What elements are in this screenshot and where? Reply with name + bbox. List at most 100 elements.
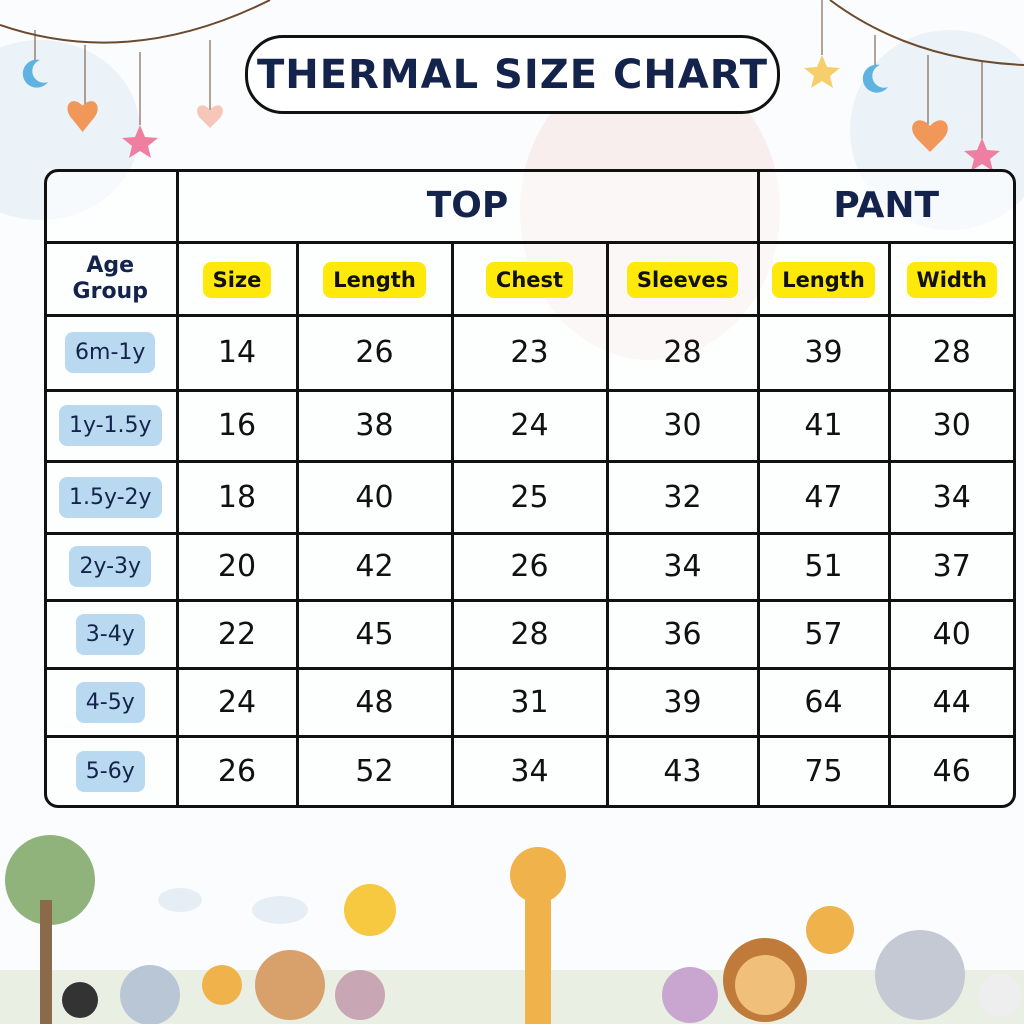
value: 34 (932, 479, 971, 515)
value: 23 (510, 335, 549, 370)
size-cell: 20 (175, 531, 299, 602)
value: 38 (355, 408, 394, 443)
value: 42 (355, 549, 394, 584)
age-pill: 2y-3y (69, 546, 152, 587)
column-header: Chest (450, 240, 609, 317)
age-group-cell: 1y-1.5y (45, 388, 179, 463)
age-pill: 6m-1y (65, 332, 156, 373)
pant-length-cell: 41 (756, 388, 891, 463)
age-group-cell: 1.5y-2y (45, 459, 179, 535)
chest-cell: 28 (450, 598, 609, 670)
pant-width-cell: 28 (887, 313, 1013, 392)
chest-cell: 34 (450, 734, 609, 805)
top-length-cell: 52 (295, 734, 454, 805)
value: 46 (932, 753, 971, 789)
header-pill-size: Size (202, 261, 272, 298)
table-row: 4-5y 24 48 31 39 64 44 (45, 666, 1013, 738)
value: 26 (217, 753, 257, 789)
pant-length-cell: 51 (756, 531, 891, 602)
top-length-cell: 42 (295, 531, 454, 602)
age-pill: 1y-1.5y (58, 405, 162, 446)
value: 22 (217, 616, 257, 652)
table-row: 2y-3y 20 42 26 34 51 37 (45, 531, 1013, 602)
sleeves-cell: 30 (605, 388, 760, 463)
value: 30 (663, 408, 702, 443)
value: 14 (217, 335, 257, 370)
age-group-cell: 4-5y (45, 666, 179, 738)
value: 47 (804, 479, 843, 515)
group-header-pant: PANT (756, 170, 1013, 244)
value: 24 (510, 408, 549, 443)
table-row: 5-6y 26 52 34 43 75 46 (45, 734, 1013, 805)
value: 44 (932, 684, 971, 720)
age-group-cell: 5-6y (45, 734, 179, 805)
value: 36 (663, 616, 702, 652)
value: 75 (804, 753, 843, 789)
page-title: THERMAL SIZE CHART (245, 35, 780, 114)
column-header: Length (295, 240, 454, 317)
table-row: 1.5y-2y 18 40 25 32 47 34 (45, 459, 1013, 535)
size-cell: 18 (175, 459, 299, 535)
value: 39 (804, 335, 843, 370)
value: 34 (510, 753, 549, 789)
age-pill: 4-5y (75, 681, 145, 723)
sleeves-cell: 39 (605, 666, 760, 738)
value: 48 (355, 684, 394, 720)
pant-length-cell: 75 (756, 734, 891, 805)
size-cell: 26 (175, 734, 299, 805)
size-cell: 24 (175, 666, 299, 738)
size-cell: 22 (175, 598, 299, 670)
sleeves-cell: 34 (605, 531, 760, 602)
value: 52 (355, 753, 394, 789)
top-length-cell: 45 (295, 598, 454, 670)
chest-cell: 26 (450, 531, 609, 602)
corner-cell (45, 170, 179, 244)
age-header-line: Group (72, 278, 148, 304)
group-header-top: TOP (175, 170, 760, 244)
column-header: Length (756, 240, 891, 317)
value: 43 (663, 753, 702, 789)
value: 28 (932, 335, 971, 370)
value: 18 (217, 479, 257, 515)
value: 32 (663, 479, 702, 515)
pant-width-cell: 40 (887, 598, 1013, 670)
chest-cell: 25 (450, 459, 609, 535)
value: 57 (804, 616, 843, 652)
age-group-cell: 3-4y (45, 598, 179, 670)
value: 51 (804, 549, 843, 584)
value: 41 (804, 408, 843, 443)
header-pill-sleeves: Sleeves (626, 261, 739, 298)
column-header: Size (175, 240, 299, 317)
pant-width-cell: 30 (887, 388, 1013, 463)
value: 31 (510, 684, 549, 720)
sleeves-cell: 28 (605, 313, 760, 392)
pant-length-cell: 39 (756, 313, 891, 392)
header-pill-pant-length: Length (772, 261, 875, 298)
value: 37 (932, 549, 971, 584)
value: 64 (804, 684, 843, 720)
value: 40 (355, 479, 394, 515)
chest-cell: 24 (450, 388, 609, 463)
value: 30 (932, 408, 971, 443)
age-pill: 3-4y (75, 613, 145, 655)
value: 39 (663, 684, 702, 720)
header-pill-top-length: Length (323, 261, 426, 298)
top-length-cell: 40 (295, 459, 454, 535)
value: 28 (663, 335, 702, 370)
age-group-cell: 6m-1y (45, 313, 179, 392)
value: 24 (217, 684, 257, 720)
value: 34 (663, 549, 702, 584)
value: 26 (355, 335, 394, 370)
value: 25 (510, 479, 549, 515)
hanging-mobile-left-icon (0, 0, 271, 158)
pant-length-cell: 64 (756, 666, 891, 738)
value: 20 (217, 549, 257, 584)
size-chart-table: TOP PANT Age Group Size Length Chest Sle… (45, 170, 1013, 805)
top-length-cell: 38 (295, 388, 454, 463)
age-pill: 5-6y (75, 750, 145, 792)
age-group-header: Age Group (45, 240, 179, 317)
value: 45 (355, 616, 394, 652)
column-header: Sleeves (605, 240, 760, 317)
sleeves-cell: 36 (605, 598, 760, 670)
sleeves-cell: 32 (605, 459, 760, 535)
